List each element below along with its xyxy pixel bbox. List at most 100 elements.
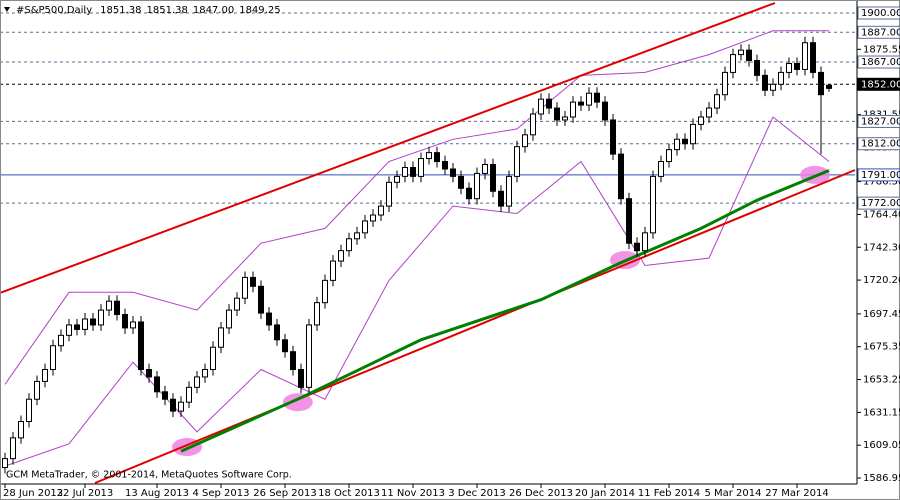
candle-body: [690, 123, 696, 145]
candle-body: [706, 107, 712, 118]
candle-body: [450, 168, 456, 177]
candle-body: [290, 351, 296, 371]
level-tag: [857, 25, 900, 39]
candle-body: [770, 83, 776, 91]
candle-body: [506, 175, 512, 207]
candle-body: [210, 346, 216, 371]
candle-body: [714, 94, 720, 109]
candle-body: [186, 386, 192, 403]
menu-arrow[interactable]: [4, 7, 10, 12]
level-tag: [857, 55, 900, 69]
candle-body: [626, 198, 632, 244]
candle-body: [802, 42, 808, 70]
candle-body: [818, 71, 824, 96]
candle-body: [58, 334, 64, 347]
candle-body: [2, 458, 8, 469]
level-tag: [857, 137, 900, 151]
candle-body: [474, 172, 480, 200]
candle-body: [138, 321, 144, 371]
y-tick-label: 1764.40: [863, 209, 900, 220]
candle-body: [66, 324, 72, 336]
candle-body: [514, 146, 520, 177]
candle-body: [674, 138, 680, 151]
x-tick-label: 26 Dec 2013: [509, 488, 573, 499]
candle-body: [578, 101, 584, 106]
candle-body: [98, 309, 104, 326]
candle-body: [778, 71, 784, 85]
candle-body: [178, 401, 184, 412]
candle-body: [658, 161, 664, 177]
candle-body: [338, 250, 344, 262]
candle-body: [586, 92, 592, 106]
candle-body: [546, 98, 552, 109]
candle-body: [722, 71, 728, 96]
candle-body: [522, 134, 528, 148]
y-tick-label: 1609.05: [863, 440, 900, 451]
trendline: [0, 2, 776, 294]
candle-body: [442, 161, 448, 170]
candle-body: [266, 312, 272, 326]
y-tick-label: 1653.25: [863, 375, 900, 386]
candle-body: [730, 54, 736, 73]
x-tick-label: 28 Jun 2013: [3, 488, 63, 499]
moving-average: [180, 169, 830, 453]
candle-body: [330, 260, 336, 281]
candle-body: [554, 107, 560, 121]
candle-body: [642, 232, 648, 252]
candle-body: [10, 437, 16, 460]
candle-body: [762, 74, 768, 91]
level-tag: [857, 114, 900, 128]
plot-area: [0, 2, 856, 484]
candle-body: [274, 324, 280, 341]
highlight: [282, 393, 313, 412]
candle-body: [434, 152, 440, 163]
candle-body: [322, 279, 328, 304]
candle-body: [162, 391, 168, 400]
x-tick-label: 13 Aug 2013: [125, 488, 189, 499]
x-tick-label: 20 Jan 2014: [575, 488, 635, 499]
candle-body: [810, 42, 816, 73]
x-tick-label: 3 Dec 2013: [448, 488, 506, 499]
candle-body: [562, 116, 568, 121]
x-tick-label: 11 Feb 2014: [638, 488, 700, 499]
candle-body: [466, 187, 472, 200]
y-tick-label: 1697.45: [863, 309, 900, 320]
candle-body: [354, 232, 360, 240]
candle-body: [74, 324, 80, 330]
y-tick-label: 1586.95: [863, 473, 900, 484]
y-tick-label: 1675.35: [863, 342, 900, 353]
candle-body: [130, 321, 136, 329]
candle-body: [634, 242, 640, 252]
candle-body: [378, 205, 384, 216]
candle-body: [90, 318, 96, 326]
level-label: 1812.00: [861, 139, 900, 150]
candle-body: [298, 369, 304, 388]
header-value: 1849.25: [239, 5, 280, 16]
candle-body: [458, 175, 464, 189]
candle-body: [746, 49, 752, 62]
candle-body: [314, 302, 320, 326]
candle-body: [202, 369, 208, 378]
x-tick-label: 4 Sep 2013: [192, 488, 249, 499]
candle-body: [82, 318, 88, 330]
candle-body: [482, 164, 488, 174]
y-tick-label: 1631.15: [863, 407, 900, 418]
candle-body: [386, 181, 392, 207]
copyright: GCM MetaTrader, © 2001-2014, MetaQuotes …: [6, 470, 292, 481]
candle-body: [650, 175, 656, 234]
candle-body: [410, 166, 416, 177]
candle-body: [106, 300, 112, 311]
level-label: 1900.00: [861, 8, 900, 19]
level-tag: [857, 6, 900, 20]
candle-body: [418, 158, 424, 177]
candle-body: [226, 309, 232, 329]
candle-body: [50, 345, 56, 371]
level-tag: [857, 168, 900, 182]
candle-body: [570, 101, 576, 118]
candle-body: [242, 276, 248, 299]
candle-body: [154, 376, 160, 393]
symbol-title: #S&P500,Daily: [16, 5, 92, 16]
candle-body: [594, 92, 600, 103]
candle-body: [42, 369, 48, 382]
